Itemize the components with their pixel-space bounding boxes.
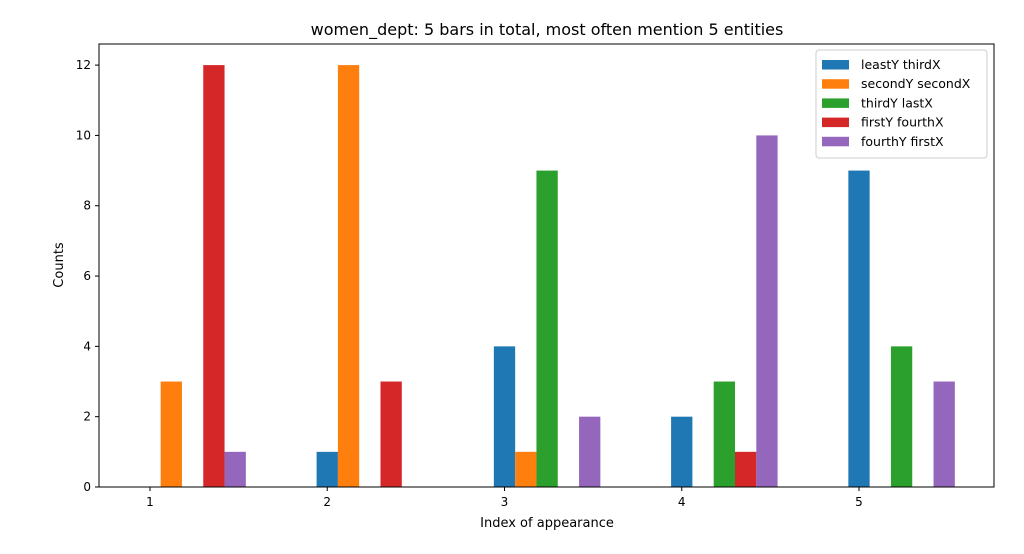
bar-firsty-fourthx-1: [203, 65, 225, 487]
legend-label: firstY fourthX: [861, 115, 944, 130]
y-tick-label: 0: [83, 480, 91, 494]
y-tick-label: 4: [83, 339, 91, 353]
bar-fourthy-firstx-1: [224, 451, 246, 487]
y-tick-label: 12: [76, 58, 91, 72]
legend-label: leastY thirdX: [861, 57, 941, 72]
bar-leasty-thirdx-5: [848, 170, 870, 488]
legend-swatch: [822, 60, 849, 70]
bar-thirdy-lastx-3: [536, 170, 558, 488]
y-tick-label: 10: [76, 128, 91, 142]
x-tick-label: 1: [146, 495, 154, 509]
chart-title: women_dept: 5 bars in total, most often …: [311, 20, 784, 40]
bars-group: [160, 65, 955, 488]
bar-secondy-secondx-3: [515, 451, 537, 487]
y-tick-label: 2: [83, 410, 91, 424]
y-tick-label: 8: [83, 199, 91, 213]
legend-label: fourthY firstX: [861, 134, 944, 149]
bar-thirdy-lastx-5: [890, 346, 913, 487]
x-axis: 1 2 3 4 5: [146, 487, 863, 509]
bar-leasty-thirdx-3: [493, 346, 516, 487]
x-tick-label: 5: [855, 495, 863, 509]
bar-fourthy-firstx-5: [933, 381, 955, 487]
legend-swatch: [822, 79, 849, 89]
bar-secondy-secondx-1: [160, 381, 182, 487]
bar-firsty-fourthx-4: [735, 451, 757, 487]
legend-swatch: [822, 117, 849, 128]
bar-leasty-thirdx-4: [671, 416, 693, 487]
legend-swatch: [822, 98, 849, 108]
y-axis: 0 2 4 6 8 10 12: [76, 58, 99, 494]
legend-label: thirdY lastX: [861, 95, 933, 110]
plot-frame: [98, 43, 995, 488]
legend-swatch: [822, 136, 849, 147]
legend-box: [815, 49, 988, 159]
y-tick-label: 6: [83, 269, 91, 283]
x-tick-label: 3: [501, 495, 509, 509]
bar-leasty-thirdx-2: [316, 451, 338, 487]
bar-thirdy-lastx-4: [713, 381, 735, 487]
bar-fourthy-firstx-3: [579, 416, 601, 487]
y-axis-label: Counts: [52, 242, 67, 288]
x-tick-label: 4: [678, 495, 686, 509]
bar-fourthy-firstx-4: [756, 135, 778, 487]
bar-firsty-fourthx-2: [380, 381, 402, 487]
legend: leastY thirdX secondY secondX thirdY lastX…: [815, 49, 988, 159]
x-tick-label: 2: [323, 495, 331, 509]
x-axis-label: Index of appearance: [480, 516, 614, 531]
bar-secondy-secondx-2: [337, 65, 360, 487]
legend-label: secondY secondX: [861, 76, 971, 91]
